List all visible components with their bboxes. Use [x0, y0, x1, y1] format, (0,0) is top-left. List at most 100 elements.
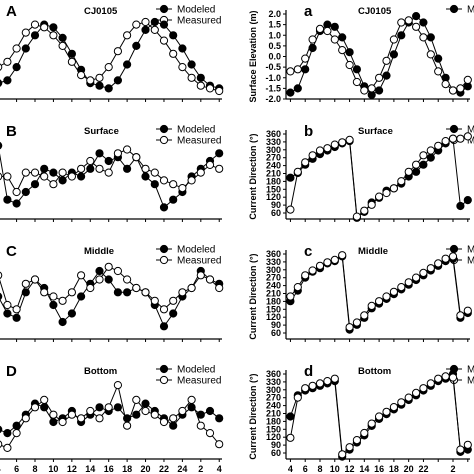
data-point-measured — [315, 24, 325, 33]
data-point-modeled — [12, 63, 21, 72]
data-point-measured — [104, 403, 113, 412]
data-point-modeled — [141, 172, 150, 181]
data-point-measured — [426, 264, 435, 273]
data-point-modeled — [3, 429, 12, 438]
data-point-measured — [389, 35, 398, 44]
data-point-measured — [150, 296, 159, 305]
y-axis-label: Surface Elevation (m) — [248, 10, 258, 102]
x-tick-label: 14 — [85, 464, 95, 474]
data-point-measured — [456, 134, 465, 143]
data-point-measured — [293, 393, 302, 402]
data-point-measured — [338, 46, 347, 55]
x-tick-label: 4 — [288, 464, 293, 474]
data-point-measured — [338, 138, 347, 147]
x-tick-label: 2 — [198, 464, 203, 474]
data-point-measured — [49, 410, 58, 419]
data-point-measured — [463, 306, 472, 315]
data-point-measured — [382, 56, 391, 65]
data-point-measured — [141, 164, 150, 173]
data-point-measured — [21, 28, 30, 37]
data-point-measured — [434, 374, 443, 383]
data-point-measured — [58, 41, 67, 51]
panel-D: DBottomModeledMeasured468101214161820222… — [0, 363, 224, 474]
panel-title: Surface — [84, 126, 119, 137]
legend-label: Modeled — [177, 245, 215, 256]
data-point-measured — [456, 311, 465, 320]
data-point-measured — [448, 373, 458, 382]
data-point-measured — [196, 168, 205, 177]
data-point-measured — [215, 283, 224, 293]
data-point-modeled — [389, 50, 398, 59]
data-point-measured — [187, 73, 196, 82]
y-tick-label: 150 — [266, 304, 281, 314]
data-point-measured — [141, 406, 150, 416]
data-point-measured — [123, 421, 132, 430]
data-point-measured — [178, 406, 187, 416]
data-point-measured — [12, 305, 21, 314]
legend-label: M — [467, 365, 474, 376]
data-point-modeled — [159, 322, 169, 331]
x-tick-label: 18 — [389, 464, 399, 474]
y-axis-label: Current Direction (°) — [248, 373, 258, 459]
panel-letter: c — [304, 243, 312, 260]
data-point-measured — [49, 180, 58, 189]
y-tick-label: 150 — [266, 184, 281, 194]
y-tick-label: 270 — [266, 273, 281, 283]
data-point-modeled — [95, 149, 104, 158]
data-point-modeled — [375, 86, 384, 95]
panel-letter: B — [6, 123, 17, 140]
data-point-measured — [40, 23, 49, 32]
data-point-measured — [419, 384, 428, 393]
data-point-modeled — [49, 300, 58, 310]
data-point-measured — [375, 297, 384, 306]
y-tick-label: 1.5 — [268, 20, 281, 30]
data-point-measured — [397, 177, 406, 186]
data-point-measured — [301, 158, 310, 167]
x-tick-label: 12 — [345, 464, 355, 474]
y-tick-label: 60 — [271, 328, 281, 338]
data-point-modeled — [21, 44, 30, 53]
data-point-measured — [345, 323, 354, 332]
panel-title: CJ0105 — [84, 6, 118, 17]
data-point-measured — [40, 395, 49, 404]
data-point-modeled — [0, 425, 3, 434]
data-point-modeled — [0, 79, 3, 87]
data-point-measured — [448, 86, 458, 95]
data-point-measured — [286, 433, 295, 442]
data-point-measured — [95, 73, 104, 82]
legend-label: M — [467, 5, 474, 16]
data-point-modeled — [293, 84, 302, 93]
data-point-measured — [3, 172, 12, 181]
data-point-measured — [412, 160, 421, 169]
data-point-measured — [205, 429, 215, 438]
data-point-measured — [132, 20, 141, 29]
data-point-modeled — [30, 31, 40, 40]
y-tick-label: 210 — [266, 289, 281, 299]
panel-title: Middle — [84, 246, 114, 257]
data-point-measured — [352, 436, 361, 445]
x-tick-label: 20 — [404, 464, 414, 474]
data-point-measured — [367, 84, 376, 93]
data-point-measured — [150, 25, 159, 34]
legend-marker — [449, 244, 459, 254]
data-point-measured — [77, 414, 86, 423]
data-point-modeled — [419, 160, 428, 169]
legend-label: Measured — [177, 376, 221, 387]
legend-label: M — [467, 125, 474, 136]
legend-marker — [449, 4, 459, 14]
data-point-measured — [315, 379, 325, 388]
data-point-measured — [419, 268, 428, 277]
data-point-modeled — [286, 412, 295, 421]
data-point-measured — [308, 151, 317, 160]
y-tick-label: -2.0 — [265, 94, 281, 104]
data-point-measured — [95, 414, 104, 423]
data-point-modeled — [178, 44, 187, 53]
data-point-measured — [77, 164, 86, 173]
y-tick-label: -0.5 — [265, 62, 281, 72]
data-point-measured — [419, 33, 428, 42]
data-point-measured — [178, 63, 187, 72]
data-point-modeled — [426, 153, 435, 162]
data-point-modeled — [77, 292, 86, 301]
data-point-measured — [196, 421, 205, 430]
